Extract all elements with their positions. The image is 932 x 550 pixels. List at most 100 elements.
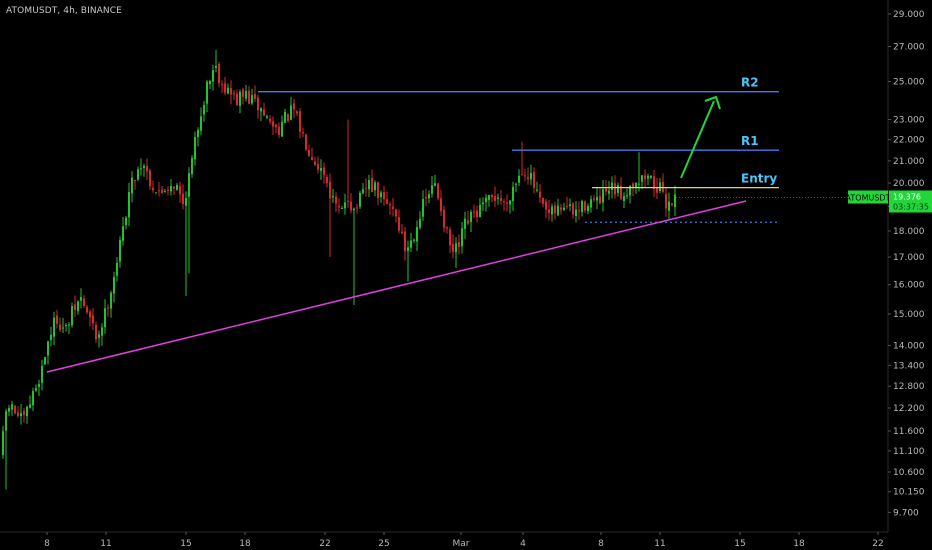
candle[interactable]	[107, 304, 109, 317]
candle[interactable]	[425, 188, 427, 207]
candle[interactable]	[365, 178, 367, 197]
candle[interactable]	[140, 158, 142, 176]
candle[interactable]	[191, 155, 193, 178]
candle[interactable]	[269, 115, 271, 125]
candle[interactable]	[593, 194, 595, 203]
candle[interactable]	[14, 405, 16, 415]
candle[interactable]	[62, 317, 64, 334]
candle[interactable]	[542, 197, 544, 208]
candle[interactable]	[389, 201, 391, 215]
candle[interactable]	[131, 171, 133, 203]
candle[interactable]	[482, 197, 484, 211]
candle[interactable]	[674, 185, 676, 216]
candle[interactable]	[506, 194, 508, 212]
candle[interactable]	[137, 166, 139, 181]
candle[interactable]	[83, 295, 85, 308]
candle[interactable]	[59, 317, 61, 333]
candle[interactable]	[512, 181, 514, 211]
candle[interactable]	[257, 94, 259, 119]
candle[interactable]	[5, 408, 7, 490]
candle[interactable]	[338, 198, 340, 214]
candle[interactable]	[236, 89, 238, 106]
candle[interactable]	[623, 192, 625, 209]
candle[interactable]	[149, 168, 151, 190]
candle[interactable]	[485, 194, 487, 212]
candle[interactable]	[299, 108, 301, 139]
candle[interactable]	[410, 232, 412, 252]
candle[interactable]	[470, 209, 472, 232]
candle[interactable]	[254, 85, 256, 103]
candle[interactable]	[656, 178, 658, 200]
candle[interactable]	[599, 188, 601, 205]
candle[interactable]	[353, 207, 355, 305]
projection-arrow[interactable]	[680, 96, 721, 179]
candle[interactable]	[632, 182, 634, 197]
candle[interactable]	[146, 158, 148, 180]
candle[interactable]	[164, 188, 166, 193]
candle[interactable]	[401, 224, 403, 235]
candle[interactable]	[518, 169, 520, 186]
candle[interactable]	[428, 190, 430, 204]
candle[interactable]	[239, 89, 241, 114]
candle[interactable]	[560, 203, 562, 215]
candle[interactable]	[218, 61, 220, 88]
candle[interactable]	[41, 359, 43, 391]
candle[interactable]	[434, 174, 436, 187]
candle[interactable]	[551, 203, 553, 222]
candle[interactable]	[260, 107, 262, 122]
candle[interactable]	[302, 127, 304, 138]
candle[interactable]	[620, 177, 622, 200]
candle[interactable]	[449, 226, 451, 254]
candle[interactable]	[473, 204, 475, 219]
candle[interactable]	[104, 299, 106, 334]
candle[interactable]	[587, 203, 589, 215]
candle[interactable]	[494, 186, 496, 207]
candle[interactable]	[344, 193, 346, 215]
candle[interactable]	[308, 144, 310, 157]
candle[interactable]	[278, 122, 280, 139]
candle[interactable]	[566, 196, 568, 210]
candle[interactable]	[497, 193, 499, 205]
candle[interactable]	[284, 108, 286, 124]
level-r2[interactable]: R2	[258, 76, 779, 93]
candle[interactable]	[287, 113, 289, 123]
candle[interactable]	[311, 147, 313, 161]
candle[interactable]	[332, 188, 334, 203]
candle[interactable]	[608, 180, 610, 200]
candle[interactable]	[431, 175, 433, 198]
candle[interactable]	[617, 182, 619, 197]
candle[interactable]	[452, 234, 454, 259]
candle[interactable]	[596, 187, 598, 210]
candle[interactable]	[32, 387, 34, 411]
candle[interactable]	[356, 203, 358, 214]
candle[interactable]	[521, 141, 523, 176]
candle[interactable]	[77, 300, 79, 315]
candle[interactable]	[653, 169, 655, 198]
candle[interactable]	[440, 189, 442, 216]
candle[interactable]	[515, 182, 517, 193]
candle[interactable]	[407, 240, 409, 282]
candle[interactable]	[458, 234, 460, 255]
candle[interactable]	[539, 184, 541, 204]
candle[interactable]	[47, 340, 49, 365]
candle[interactable]	[29, 395, 31, 409]
candle[interactable]	[491, 193, 493, 203]
candle[interactable]	[35, 384, 37, 392]
candle[interactable]	[524, 168, 526, 182]
candle[interactable]	[161, 185, 163, 194]
candle[interactable]	[134, 179, 136, 190]
candle[interactable]	[215, 49, 217, 73]
candle[interactable]	[638, 152, 640, 192]
level-r1[interactable]: R1	[512, 134, 779, 151]
candle[interactable]	[380, 190, 382, 203]
candle[interactable]	[614, 175, 616, 199]
candle[interactable]	[290, 96, 292, 121]
candle[interactable]	[545, 198, 547, 219]
candle[interactable]	[536, 181, 538, 193]
candle[interactable]	[527, 167, 529, 185]
candle[interactable]	[341, 206, 343, 209]
candle[interactable]	[53, 311, 55, 346]
candle[interactable]	[125, 216, 127, 230]
candle[interactable]	[170, 179, 172, 196]
